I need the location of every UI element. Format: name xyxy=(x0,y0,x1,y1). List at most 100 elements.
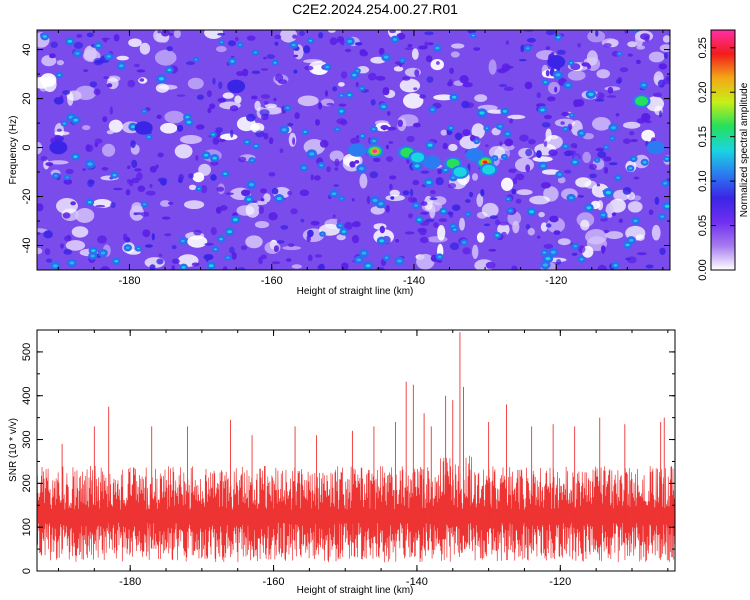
heatmap-texture-blob xyxy=(523,45,532,52)
heatmap-texture-dark xyxy=(436,259,443,263)
heatmap-texture-dark xyxy=(336,38,342,43)
heatmap-texture-dark xyxy=(217,138,227,143)
heatmap-texture-dark xyxy=(409,188,414,197)
heatmap-texture-dark xyxy=(525,148,533,157)
heatmap-texture-light xyxy=(102,143,116,157)
heatmap-texture-dark xyxy=(255,130,265,138)
heatmap-texture-dark xyxy=(280,225,289,230)
heatmap-texture-dark xyxy=(536,92,541,99)
heatmap-texture-dark xyxy=(424,31,434,36)
heatmap-texture-dark xyxy=(171,245,177,250)
heatmap-texture-dark xyxy=(319,139,329,148)
heatmap-texture-dark xyxy=(240,245,248,251)
heatmap-texture-dark xyxy=(560,121,565,125)
heatmap-texture-dark xyxy=(338,103,347,107)
heatmap-texture-light xyxy=(280,30,297,43)
heatmap-texture-dark xyxy=(149,264,156,270)
heatmap-texture-blob xyxy=(614,174,623,182)
heatmap-texture-light xyxy=(488,59,497,75)
heatmap-texture-dark xyxy=(635,59,641,65)
heatmap-texture-blob xyxy=(629,155,638,163)
heatmap-texture-dark xyxy=(268,137,274,145)
colorbar-gradient xyxy=(711,30,735,270)
heatmap-texture-dark xyxy=(258,206,264,214)
heatmap-texture-dark xyxy=(212,137,220,145)
heatmap-texture-blob xyxy=(432,44,442,52)
heatmap-texture-dark xyxy=(341,262,349,270)
heatmap-texture-blob xyxy=(561,142,570,150)
heatmap-hotspot-6 xyxy=(422,155,441,169)
heatmap-texture-blob xyxy=(566,193,576,202)
heatmap-texture-blob xyxy=(274,194,285,203)
heatmap-texture-dark xyxy=(379,225,385,234)
heatmap-texture-dark xyxy=(130,140,136,149)
heatmap-texture-blob xyxy=(356,164,367,174)
heatmap-texture-dark xyxy=(260,188,267,194)
heatmap-texture-light xyxy=(497,222,510,237)
heatmap-texture-dark xyxy=(126,165,131,170)
heatmap-texture-blob xyxy=(423,177,435,188)
heatmap-texture-dark xyxy=(447,81,453,87)
heatmap-texture-dark xyxy=(578,245,586,254)
x-tick-label: -160 xyxy=(263,576,285,588)
heatmap-texture-blob xyxy=(70,152,81,161)
heatmap-texture-dark xyxy=(406,135,415,143)
heatmap-texture-dark xyxy=(235,37,239,41)
heatmap-texture-light xyxy=(472,173,478,181)
heatmap-texture-dark xyxy=(354,160,360,164)
heatmap-texture-dark xyxy=(307,229,314,238)
heatmap-texture-dark xyxy=(389,175,397,180)
heatmap-texture-light xyxy=(582,151,591,163)
heatmap-texture-dark xyxy=(178,173,184,181)
heatmap-texture-light xyxy=(308,61,329,75)
heatmap-texture-dark xyxy=(624,30,628,34)
heatmap-hotspot-10 xyxy=(49,140,68,155)
heatmap-texture-dark xyxy=(541,122,551,128)
heatmap-texture-light xyxy=(488,146,506,159)
heatmap-texture-dark xyxy=(268,172,276,177)
heatmap-texture-dark xyxy=(587,64,591,70)
heatmap-texture-dark xyxy=(340,38,345,46)
heatmap-texture-dark xyxy=(425,218,435,223)
heatmap-texture-light xyxy=(476,193,484,207)
heatmap-texture xyxy=(37,30,670,270)
heatmap-texture-blob xyxy=(271,59,279,66)
heatmap-texture-dark xyxy=(648,209,654,215)
heatmap-texture-dark xyxy=(299,189,310,197)
heatmap-texture-blob xyxy=(450,226,459,233)
heatmap-texture-dark xyxy=(273,245,279,253)
heatmap-texture-dark xyxy=(299,30,305,37)
heatmap-texture-dark xyxy=(171,265,176,270)
heatmap-texture-light xyxy=(623,121,641,129)
heatmap-texture-dark xyxy=(515,173,525,181)
heatmap-texture-light xyxy=(297,95,319,107)
heatmap-texture-dark xyxy=(177,124,184,132)
heatmap-texture-dark xyxy=(561,111,570,117)
heatmap-texture-dark xyxy=(314,254,323,258)
heatmap-texture-dark xyxy=(545,223,552,228)
heatmap-texture-blob xyxy=(65,37,75,46)
heatmap-texture-dark xyxy=(217,32,226,36)
heatmap-texture-dark xyxy=(230,129,234,138)
heatmap-texture-blob xyxy=(369,195,381,205)
heatmap-texture-dark xyxy=(414,69,420,77)
heatmap-texture-light xyxy=(174,144,193,159)
heatmap-texture-blob xyxy=(460,239,469,246)
heatmap-texture-dark xyxy=(219,205,228,211)
heatmap-texture-blob xyxy=(344,37,355,46)
heatmap-texture-blob xyxy=(52,172,60,179)
x-tick-label: -120 xyxy=(545,275,567,287)
heatmap-texture-dark xyxy=(293,69,298,74)
heatmap-texture-dark xyxy=(271,187,279,195)
heatmap-texture-dark xyxy=(176,94,186,97)
heatmap-texture-dark xyxy=(433,222,439,228)
heatmap-texture-blob xyxy=(104,52,114,61)
heatmap-texture-dark xyxy=(160,179,167,186)
heatmap-texture-dark xyxy=(251,70,261,75)
heatmap-texture-blob xyxy=(577,129,586,138)
heatmap-texture-dark xyxy=(509,118,513,124)
heatmap-texture-dark xyxy=(56,128,62,132)
heatmap-texture-dark xyxy=(326,102,334,106)
heatmap-texture-dark xyxy=(404,47,413,50)
x-tick-label: -160 xyxy=(261,275,283,287)
